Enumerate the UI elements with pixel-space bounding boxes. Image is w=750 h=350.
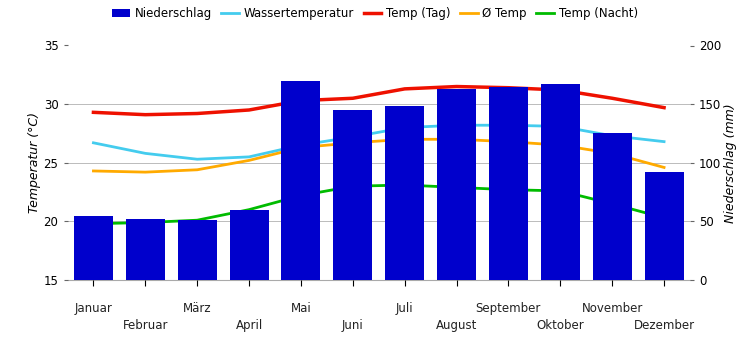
Text: März: März bbox=[183, 302, 211, 315]
Bar bbox=[333, 110, 372, 280]
Bar bbox=[437, 89, 476, 280]
Bar bbox=[592, 133, 632, 280]
Bar bbox=[281, 80, 320, 280]
Text: Juni: Juni bbox=[342, 319, 364, 332]
Text: November: November bbox=[581, 302, 643, 315]
Y-axis label: Temperatur (°C): Temperatur (°C) bbox=[28, 112, 40, 213]
Text: April: April bbox=[236, 319, 262, 332]
Legend: Niederschlag, Wassertemperatur, Temp (Tag), Ø Temp, Temp (Nacht): Niederschlag, Wassertemperatur, Temp (Ta… bbox=[107, 2, 643, 25]
Text: Mai: Mai bbox=[290, 302, 311, 315]
Bar bbox=[126, 219, 165, 280]
Bar bbox=[178, 220, 217, 280]
Bar bbox=[644, 172, 683, 280]
Text: Juli: Juli bbox=[396, 302, 413, 315]
Text: Dezember: Dezember bbox=[634, 319, 694, 332]
Text: Februar: Februar bbox=[122, 319, 168, 332]
Text: September: September bbox=[476, 302, 542, 315]
Bar bbox=[541, 84, 580, 280]
Text: August: August bbox=[436, 319, 477, 332]
Text: Januar: Januar bbox=[74, 302, 112, 315]
Bar bbox=[489, 86, 528, 280]
Y-axis label: Niederschlag (mm): Niederschlag (mm) bbox=[724, 103, 737, 223]
Bar bbox=[74, 216, 113, 280]
Bar bbox=[230, 210, 268, 280]
Bar bbox=[386, 106, 424, 280]
Text: Oktober: Oktober bbox=[536, 319, 584, 332]
